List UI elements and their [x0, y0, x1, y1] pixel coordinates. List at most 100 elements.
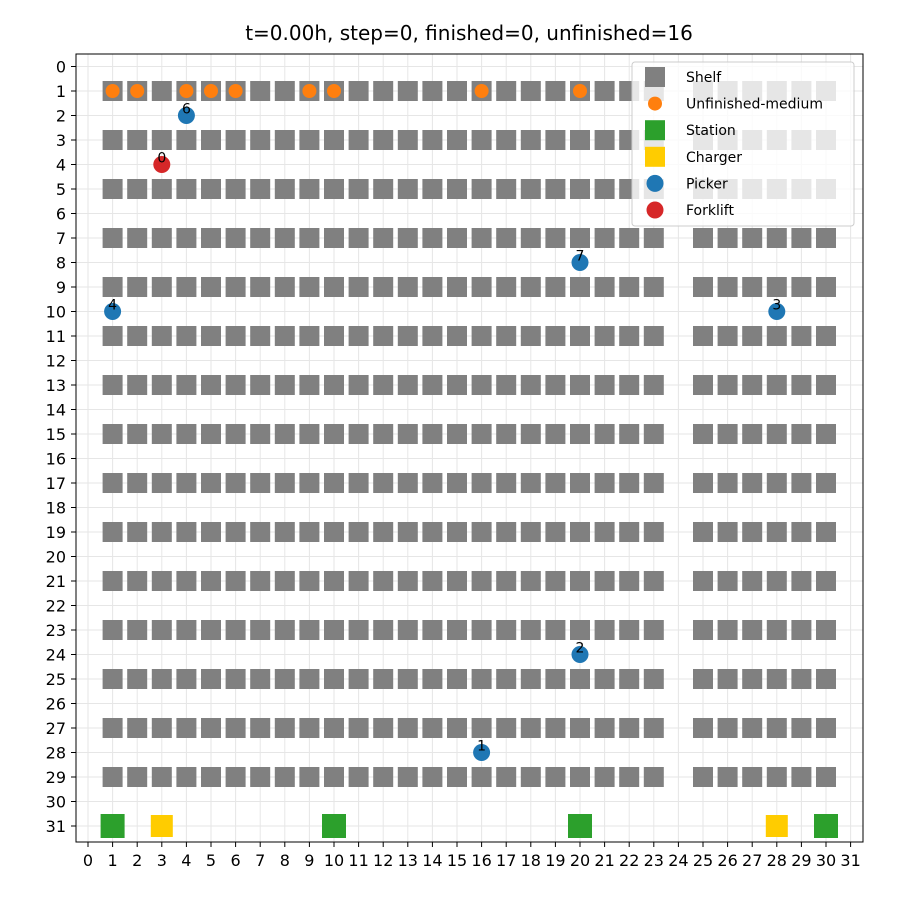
shelf — [545, 522, 566, 542]
shelf — [693, 473, 713, 493]
facilities — [100, 814, 838, 838]
shelf — [570, 473, 590, 493]
shelf — [201, 326, 221, 346]
shelf — [299, 228, 320, 248]
legend-label: Shelf — [686, 70, 722, 86]
shelf — [643, 228, 664, 248]
shelf — [102, 424, 123, 444]
shelf — [127, 277, 148, 297]
shelf — [176, 179, 197, 199]
shelf — [545, 620, 566, 640]
shelf — [348, 669, 369, 689]
x-tick-label: 6 — [231, 851, 241, 870]
shelf — [225, 277, 246, 297]
shelf — [250, 669, 271, 689]
unfinished-medium-order — [179, 84, 194, 98]
shelf — [619, 424, 640, 444]
shelf — [225, 571, 246, 591]
y-tick-label: 17 — [46, 474, 66, 493]
shelf — [299, 718, 320, 738]
legend-marker — [645, 146, 665, 167]
shelf — [397, 130, 418, 150]
shelf — [619, 228, 640, 248]
shelf — [176, 424, 197, 444]
shelf — [127, 571, 148, 591]
shelf — [397, 718, 418, 738]
x-tick-label: 16 — [471, 851, 491, 870]
shelf — [520, 130, 541, 150]
shelf — [250, 620, 271, 640]
shelf — [570, 767, 590, 787]
shelf — [274, 179, 295, 199]
shelf — [201, 669, 221, 689]
shelf — [766, 767, 787, 787]
shelf — [201, 424, 221, 444]
shelf — [693, 375, 713, 395]
shelf — [176, 326, 197, 346]
shelf — [299, 767, 320, 787]
shelf — [102, 130, 123, 150]
shelf — [274, 375, 295, 395]
x-tick-label: 29 — [791, 851, 811, 870]
unfinished-medium-order — [204, 84, 218, 98]
shelf — [373, 375, 394, 395]
shelf — [816, 718, 836, 738]
x-tick-label: 10 — [324, 851, 344, 870]
shelf — [201, 277, 221, 297]
shelf — [127, 620, 148, 640]
station — [814, 814, 838, 838]
shelf — [324, 718, 344, 738]
charger — [765, 815, 788, 837]
shelf — [176, 767, 197, 787]
shelf — [717, 326, 738, 346]
shelf — [127, 424, 148, 444]
shelf — [570, 620, 590, 640]
shelf — [643, 473, 664, 493]
shelf — [176, 277, 197, 297]
shelf — [643, 326, 664, 346]
shelf — [324, 473, 344, 493]
shelf — [422, 718, 443, 738]
picker-id-label: 3 — [772, 298, 781, 314]
shelf — [274, 277, 295, 297]
shelf — [250, 375, 271, 395]
shelf — [397, 228, 418, 248]
shelf — [471, 179, 492, 199]
shelf — [816, 571, 836, 591]
shelf — [102, 375, 123, 395]
shelf — [791, 424, 812, 444]
shelf — [447, 424, 467, 444]
shelf — [422, 81, 443, 101]
shelf — [373, 81, 394, 101]
shelf — [250, 718, 271, 738]
shelf — [127, 179, 148, 199]
x-tick-label: 7 — [255, 851, 265, 870]
shelf — [693, 228, 713, 248]
shelf — [570, 179, 590, 199]
shelf — [570, 571, 590, 591]
shelf — [422, 571, 443, 591]
shelf — [324, 522, 344, 542]
y-tick-label: 25 — [46, 670, 66, 689]
shelf — [274, 81, 295, 101]
shelf — [151, 424, 172, 444]
shelf — [594, 81, 615, 101]
shelf — [299, 669, 320, 689]
shelf — [102, 718, 123, 738]
shelf — [447, 130, 467, 150]
shelf — [151, 473, 172, 493]
shelf — [570, 522, 590, 542]
y-tick-label: 5 — [56, 180, 66, 199]
shelf — [496, 130, 517, 150]
shelf — [520, 326, 541, 346]
picker-marker — [104, 303, 122, 320]
shelf — [127, 522, 148, 542]
shelf — [373, 767, 394, 787]
shelf — [127, 767, 148, 787]
shelf — [717, 277, 738, 297]
shelf — [274, 130, 295, 150]
shelf — [693, 718, 713, 738]
shelf — [447, 473, 467, 493]
y-tick-label: 9 — [56, 278, 66, 297]
shelf — [127, 718, 148, 738]
